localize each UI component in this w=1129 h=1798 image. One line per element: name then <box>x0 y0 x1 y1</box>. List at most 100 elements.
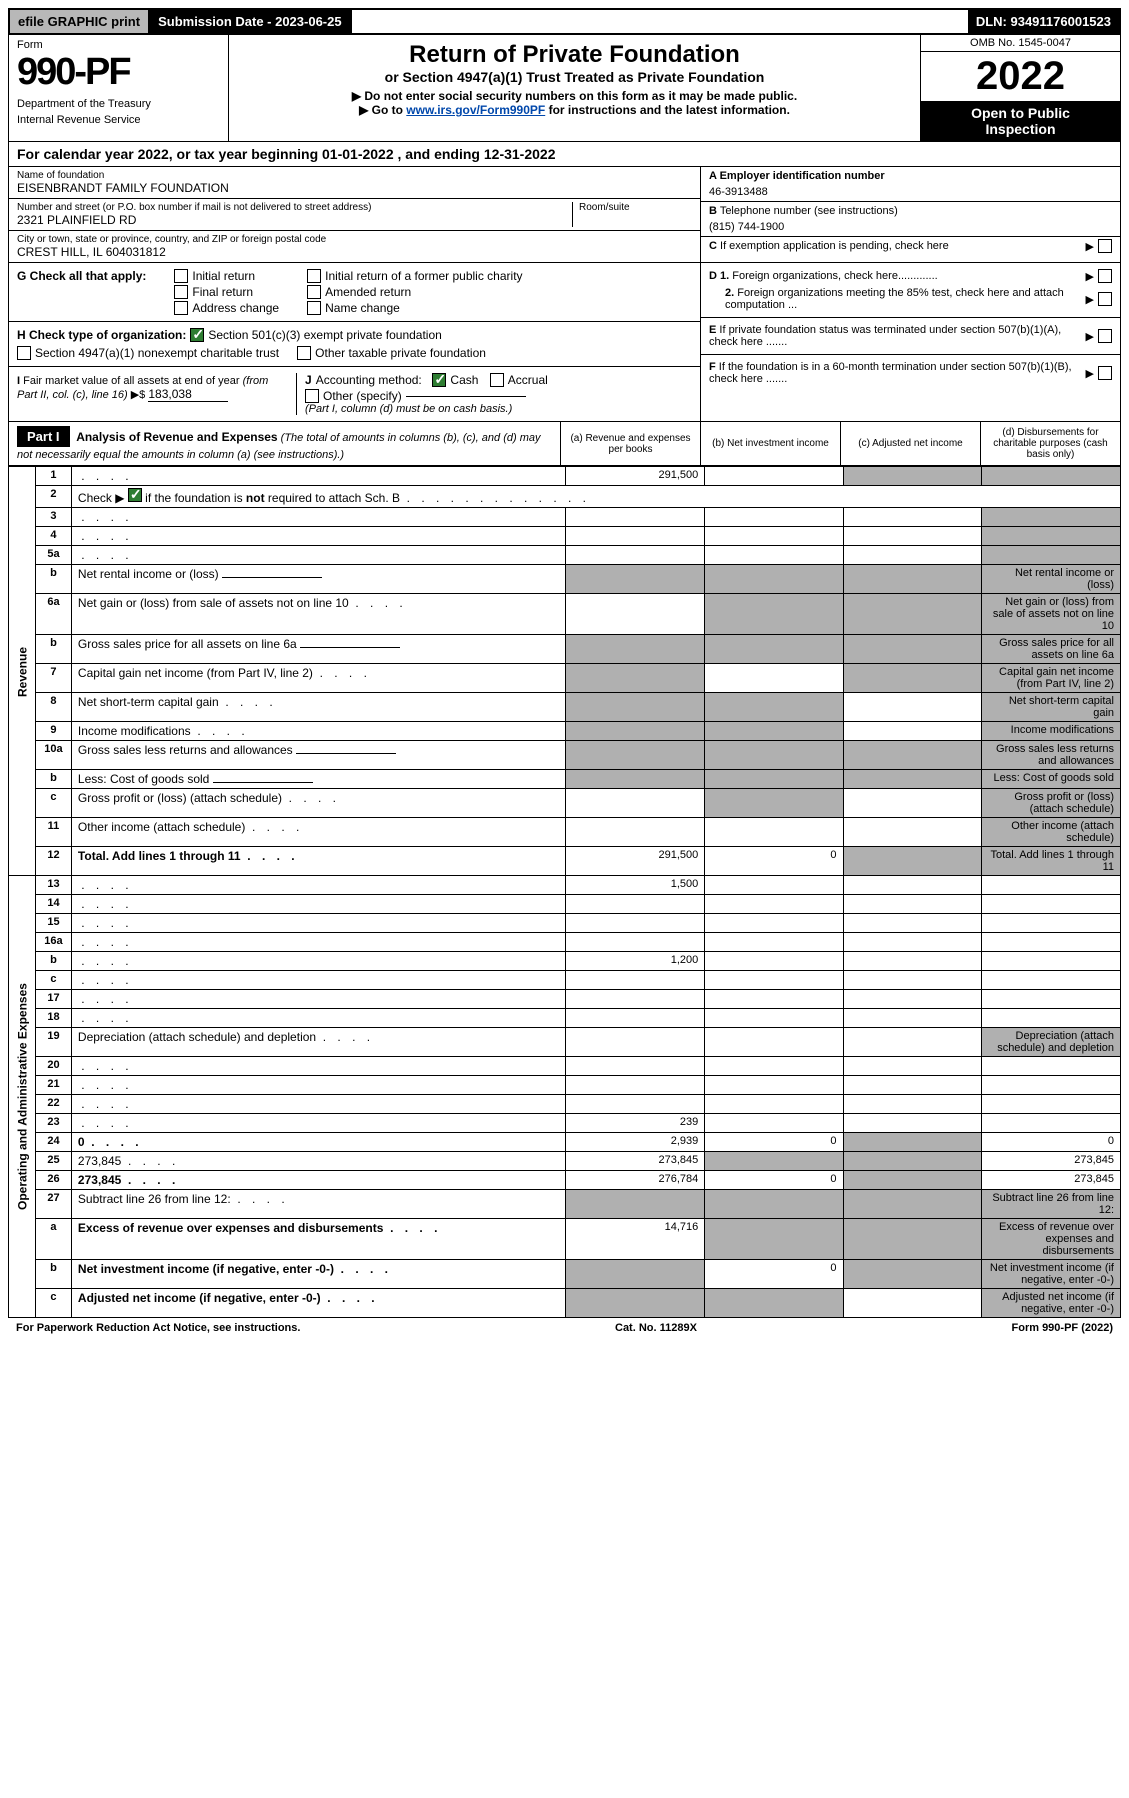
value-cell-b <box>705 1076 843 1095</box>
value-cell-b <box>705 1057 843 1076</box>
checkbox-name-change[interactable] <box>307 301 321 315</box>
col-b-header: (b) Net investment income <box>700 422 840 465</box>
value-cell-c <box>843 1219 981 1260</box>
value-cell-a <box>566 1260 705 1289</box>
value-cell-a <box>566 1057 705 1076</box>
row-number: b <box>36 565 72 594</box>
value-cell-c <box>843 990 981 1009</box>
checkbox-initial-return[interactable] <box>174 269 188 283</box>
row-number: 1 <box>36 467 72 486</box>
value-cell-b <box>705 789 843 818</box>
value-cell-c <box>843 1028 981 1057</box>
checkbox-e[interactable] <box>1098 329 1112 343</box>
row-number: 11 <box>36 818 72 847</box>
value-cell-d: Net investment income (if negative, ente… <box>981 1260 1120 1289</box>
part1-header-row: Part I Analysis of Revenue and Expenses … <box>8 422 1121 466</box>
table-row: 12Total. Add lines 1 through 11 . . . .2… <box>9 847 1121 876</box>
checkbox-c[interactable] <box>1098 239 1112 253</box>
value-cell-b: 0 <box>705 1260 843 1289</box>
table-row: 23 . . . .239 <box>9 1114 1121 1133</box>
value-cell-c <box>843 895 981 914</box>
table-row: 3 . . . . <box>9 508 1121 527</box>
value-cell-a <box>566 1289 705 1318</box>
checkbox-initial-former[interactable] <box>307 269 321 283</box>
checkbox-4947[interactable] <box>17 346 31 360</box>
value-cell-a <box>566 635 705 664</box>
checkbox-other-method[interactable] <box>305 389 319 403</box>
row-number: 4 <box>36 527 72 546</box>
value-cell-c <box>843 1076 981 1095</box>
instructions-link[interactable]: www.irs.gov/Form990PF <box>406 103 545 117</box>
row-description: 0 . . . . <box>71 1133 566 1152</box>
value-cell-d <box>981 990 1120 1009</box>
h-row: H Check type of organization: Section 50… <box>17 328 692 342</box>
row-description: . . . . <box>71 467 566 486</box>
value-cell-c <box>843 565 981 594</box>
value-cell-b <box>705 693 843 722</box>
checkbox-d2[interactable] <box>1098 292 1112 306</box>
table-row: 19Depreciation (attach schedule) and dep… <box>9 1028 1121 1057</box>
checkbox-other-taxable[interactable] <box>297 346 311 360</box>
revenue-side-label: Revenue <box>9 467 36 876</box>
row-number: a <box>36 1219 72 1260</box>
row-number: 13 <box>36 876 72 895</box>
value-cell-a: 239 <box>566 1114 705 1133</box>
value-cell-a <box>566 990 705 1009</box>
value-cell-d <box>981 546 1120 565</box>
ssn-warning: ▶ Do not enter social security numbers o… <box>235 89 914 103</box>
header-row: Form 990-PF Department of the Treasury I… <box>8 35 1121 142</box>
value-cell-c <box>843 971 981 990</box>
inspection-label: Open to PublicInspection <box>921 101 1120 141</box>
value-cell-b <box>705 1095 843 1114</box>
value-cell-d: 0 <box>981 1133 1120 1152</box>
checkbox-cash[interactable] <box>432 373 446 387</box>
value-cell-c <box>843 789 981 818</box>
value-cell-b: 0 <box>705 847 843 876</box>
row-number: 12 <box>36 847 72 876</box>
value-cell-b <box>705 467 843 486</box>
table-row: bLess: Cost of goods sold Less: Cost of … <box>9 770 1121 789</box>
value-cell-b <box>705 895 843 914</box>
table-row: 7Capital gain net income (from Part IV, … <box>9 664 1121 693</box>
table-row: 22 . . . . <box>9 1095 1121 1114</box>
value-cell-d: Capital gain net income (from Part IV, l… <box>981 664 1120 693</box>
i-cell: I Fair market value of all assets at end… <box>17 373 297 415</box>
value-cell-b <box>705 508 843 527</box>
checkbox-address-change[interactable] <box>174 301 188 315</box>
dept-irs: Internal Revenue Service <box>17 114 220 126</box>
table-row: bGross sales price for all assets on lin… <box>9 635 1121 664</box>
value-cell-d: Less: Cost of goods sold <box>981 770 1120 789</box>
value-cell-d: Net gain or (loss) from sale of assets n… <box>981 594 1120 635</box>
value-cell-a: 1,500 <box>566 876 705 895</box>
checkbox-accrual[interactable] <box>490 373 504 387</box>
row-description: . . . . <box>71 914 566 933</box>
checkbox-final-return[interactable] <box>174 285 188 299</box>
row-number: 5a <box>36 546 72 565</box>
expenses-side-label: Operating and Administrative Expenses <box>9 876 36 1318</box>
row-number: 19 <box>36 1028 72 1057</box>
table-row: 2Check ▶ if the foundation is not requir… <box>9 486 1121 508</box>
table-row: b . . . .1,200 <box>9 952 1121 971</box>
value-cell-a <box>566 895 705 914</box>
value-cell-c <box>843 1057 981 1076</box>
checkbox-501c3[interactable] <box>190 328 204 342</box>
table-row: 21 . . . . <box>9 1076 1121 1095</box>
footer-left: For Paperwork Reduction Act Notice, see … <box>16 1322 300 1334</box>
checkbox-sch-b[interactable] <box>128 488 142 502</box>
checkbox-d1[interactable] <box>1098 269 1112 283</box>
value-cell-c <box>843 1260 981 1289</box>
value-cell-a <box>566 565 705 594</box>
table-row: 25273,845 . . . .273,845273,845 <box>9 1152 1121 1171</box>
checkbox-amended[interactable] <box>307 285 321 299</box>
row-description: . . . . <box>71 546 566 565</box>
value-cell-d <box>981 952 1120 971</box>
efile-label[interactable]: efile GRAPHIC print <box>10 10 150 33</box>
row-number: 24 <box>36 1133 72 1152</box>
value-cell-a <box>566 594 705 635</box>
checkbox-f[interactable] <box>1098 366 1112 380</box>
value-cell-d <box>981 971 1120 990</box>
row-number: 18 <box>36 1009 72 1028</box>
part1-badge: Part I <box>17 426 70 447</box>
table-row: 14 . . . . <box>9 895 1121 914</box>
value-cell-c <box>843 1114 981 1133</box>
